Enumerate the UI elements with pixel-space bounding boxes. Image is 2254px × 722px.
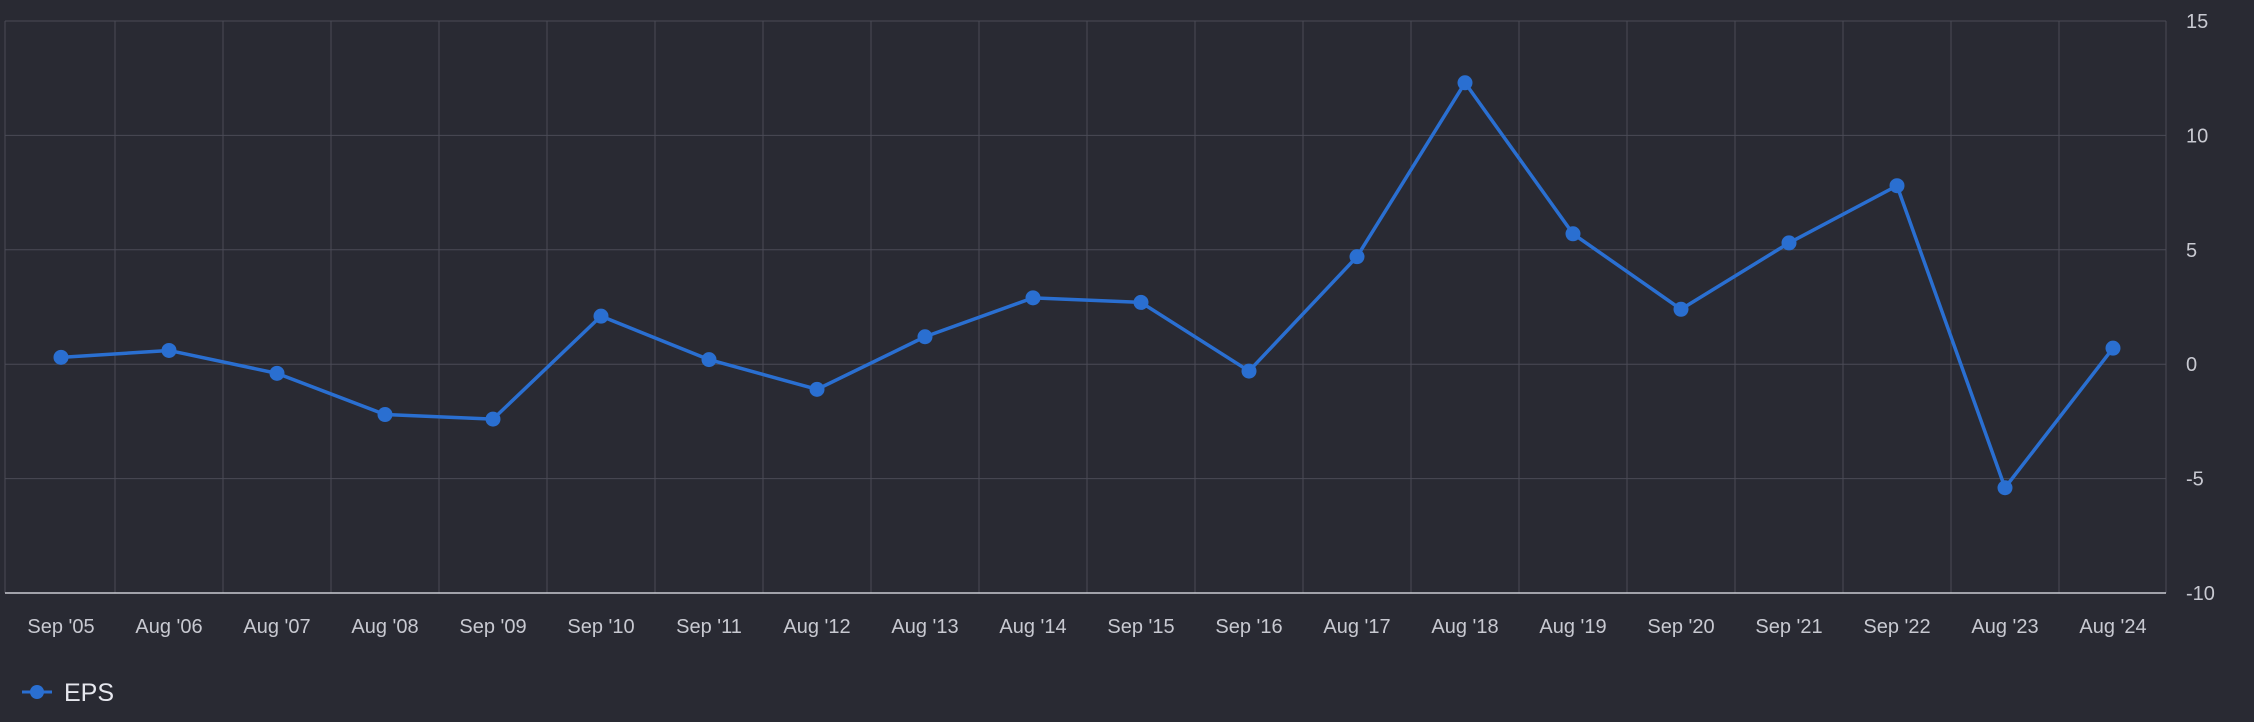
x-tick-label: Aug '19: [1539, 616, 1606, 638]
y-tick-label: -10: [2186, 583, 2215, 605]
eps-data-point[interactable]: [1457, 75, 1473, 91]
x-tick-label: Aug '12: [783, 616, 850, 638]
eps-series: [53, 75, 2121, 496]
x-tick-label: Sep '16: [1215, 616, 1282, 638]
eps-data-point[interactable]: [161, 342, 177, 358]
eps-series-line: [60, 81, 2115, 490]
x-tick-label: Sep '15: [1107, 616, 1174, 638]
legend[interactable]: EPS: [22, 679, 114, 707]
x-tick-label: Sep '11: [676, 616, 742, 638]
eps-data-point[interactable]: [809, 381, 825, 397]
x-tick-label: Sep '05: [27, 616, 94, 638]
y-tick-label: 15: [2186, 11, 2208, 33]
eps-data-point[interactable]: [701, 352, 717, 368]
x-tick-label: Aug '18: [1431, 616, 1498, 638]
legend-marker-icon: [30, 685, 44, 699]
y-tick-label: 10: [2186, 125, 2208, 147]
x-tick-label: Sep '21: [1755, 616, 1822, 638]
x-tick-label: Sep '20: [1647, 616, 1714, 638]
x-tick-label: Aug '14: [999, 616, 1066, 638]
eps-data-point[interactable]: [1565, 226, 1581, 242]
x-tick-label: Aug '06: [135, 616, 202, 638]
eps-data-point[interactable]: [1241, 363, 1257, 379]
y-tick-label: 5: [2186, 240, 2197, 262]
eps-data-point[interactable]: [1133, 294, 1149, 310]
x-tick-label: Sep '10: [567, 616, 634, 638]
eps-data-point[interactable]: [485, 411, 501, 427]
x-tick-label: Aug '08: [351, 616, 418, 638]
eps-data-point[interactable]: [1781, 235, 1797, 251]
x-tick-label: Aug '07: [243, 616, 310, 638]
x-tick-label: Sep '22: [1863, 616, 1930, 638]
eps-data-point[interactable]: [1889, 178, 1905, 194]
eps-data-point[interactable]: [269, 365, 285, 381]
x-tick-label: Aug '13: [891, 616, 958, 638]
x-tick-label: Aug '24: [2079, 616, 2146, 638]
eps-data-point[interactable]: [377, 407, 393, 423]
grid-lines: [4, 20, 2167, 593]
y-axis-tick-labels: 15 10 5 0 -5 -10: [2186, 11, 2215, 605]
legend-label-eps: EPS: [64, 679, 114, 707]
x-tick-label: Aug '23: [1971, 616, 2038, 638]
eps-data-point[interactable]: [1997, 480, 2013, 496]
eps-data-point[interactable]: [1025, 290, 1041, 306]
x-tick-label: Aug '17: [1323, 616, 1390, 638]
eps-data-point[interactable]: [53, 349, 69, 365]
y-tick-label: 0: [2186, 354, 2197, 376]
eps-data-point[interactable]: [1349, 249, 1365, 265]
y-tick-label: -5: [2186, 469, 2204, 491]
eps-data-point[interactable]: [917, 329, 933, 345]
eps-data-point[interactable]: [1673, 301, 1689, 317]
x-axis-tick-labels: Sep '05 Aug '06 Aug '07 Aug '08 Sep '09 Sep '…: [27, 616, 2146, 638]
eps-data-point[interactable]: [2105, 340, 2121, 356]
eps-data-point[interactable]: [593, 308, 609, 324]
x-tick-label: Sep '09: [459, 616, 526, 638]
